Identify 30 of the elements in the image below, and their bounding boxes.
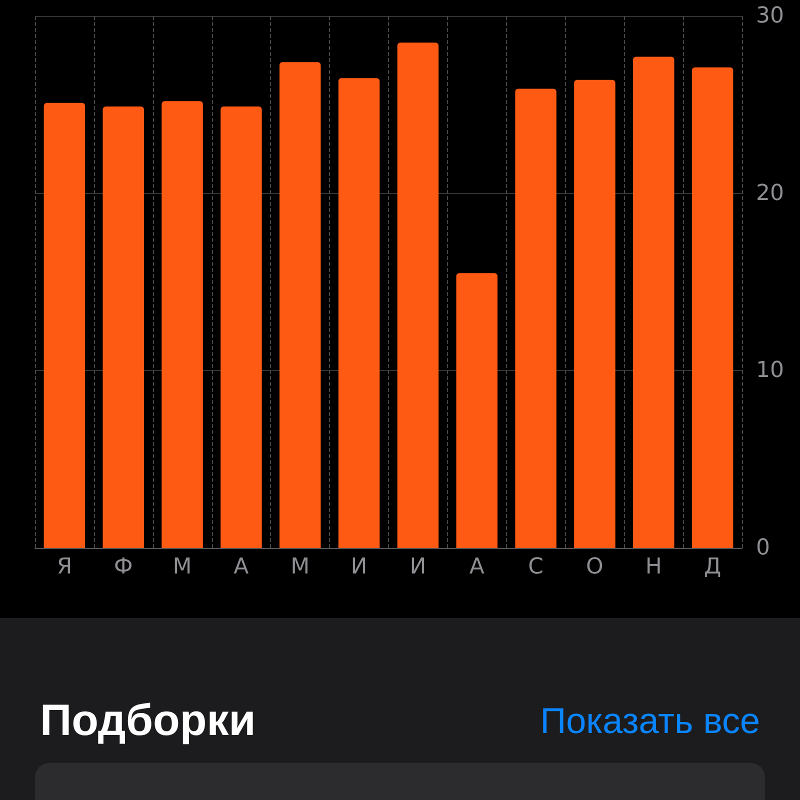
x-tick-label: Н bbox=[645, 554, 662, 580]
bar bbox=[692, 67, 734, 548]
bar bbox=[44, 102, 86, 548]
x-tick-label: М bbox=[172, 554, 192, 580]
x-tick-label: С bbox=[528, 554, 544, 580]
y-tick-label: 20 bbox=[756, 180, 784, 206]
x-tick-label: Я bbox=[56, 554, 72, 580]
x-tick-label: О bbox=[586, 554, 604, 580]
x-tick-label: А bbox=[234, 554, 249, 580]
text: Подборки bbox=[40, 696, 256, 746]
x-tick-label: А bbox=[469, 554, 484, 580]
bar bbox=[102, 106, 144, 548]
bar bbox=[456, 273, 498, 548]
bar bbox=[574, 80, 616, 548]
bar bbox=[162, 101, 203, 548]
bar bbox=[338, 78, 380, 548]
y-tick-label: 30 bbox=[756, 4, 784, 28]
bar bbox=[220, 106, 262, 548]
x-tick-label: И bbox=[410, 554, 426, 580]
x-tick-label: И bbox=[350, 554, 368, 580]
text: Показать все bbox=[540, 700, 760, 742]
bar bbox=[633, 56, 674, 548]
bar bbox=[397, 42, 439, 548]
y-tick-label: 10 bbox=[756, 358, 784, 384]
y-tick-label: 0 bbox=[756, 536, 770, 560]
bar bbox=[280, 62, 321, 548]
x-tick-label: Ф bbox=[114, 554, 133, 580]
x-tick-label: М bbox=[290, 554, 310, 580]
x-tick-label: Д bbox=[704, 554, 722, 580]
bar bbox=[515, 88, 556, 548]
